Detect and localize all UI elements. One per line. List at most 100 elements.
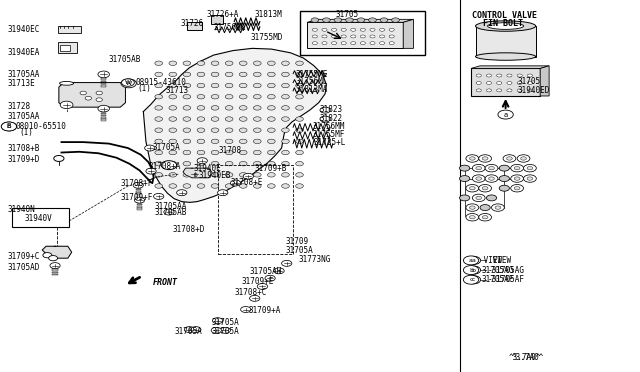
Circle shape bbox=[155, 161, 163, 166]
Text: 31940N: 31940N bbox=[8, 205, 35, 214]
Circle shape bbox=[466, 204, 479, 211]
Text: 31705A: 31705A bbox=[152, 143, 180, 152]
Circle shape bbox=[322, 28, 327, 31]
Circle shape bbox=[197, 184, 205, 188]
Text: 08915-43610: 08915-43610 bbox=[136, 78, 186, 87]
Circle shape bbox=[370, 28, 375, 31]
Bar bbox=[137, 204, 142, 205]
Circle shape bbox=[476, 81, 481, 84]
Text: b: b bbox=[469, 267, 473, 273]
Circle shape bbox=[253, 173, 261, 177]
Circle shape bbox=[489, 166, 495, 170]
Text: 31708+E: 31708+E bbox=[230, 178, 263, 187]
Circle shape bbox=[282, 61, 289, 65]
Circle shape bbox=[341, 42, 346, 45]
Circle shape bbox=[197, 94, 205, 99]
Bar bbox=[101, 115, 106, 116]
Circle shape bbox=[507, 81, 512, 84]
Circle shape bbox=[268, 94, 275, 99]
Text: B: B bbox=[6, 124, 12, 129]
Text: W: W bbox=[125, 81, 132, 86]
Bar bbox=[471, 68, 540, 96]
Text: FRONT: FRONT bbox=[152, 278, 177, 287]
Circle shape bbox=[169, 128, 177, 132]
Circle shape bbox=[169, 139, 177, 144]
Circle shape bbox=[253, 150, 261, 155]
Text: 31708+C: 31708+C bbox=[234, 288, 267, 297]
Text: 31709+E: 31709+E bbox=[242, 278, 275, 286]
Circle shape bbox=[515, 177, 520, 180]
Circle shape bbox=[527, 74, 532, 77]
Circle shape bbox=[282, 260, 292, 266]
Ellipse shape bbox=[60, 81, 74, 85]
Circle shape bbox=[499, 176, 509, 182]
Text: 31705AB: 31705AB bbox=[155, 208, 188, 217]
Circle shape bbox=[155, 173, 163, 177]
Circle shape bbox=[265, 275, 275, 281]
Text: VIEW: VIEW bbox=[479, 256, 502, 265]
Text: 31713E: 31713E bbox=[8, 79, 35, 88]
Circle shape bbox=[312, 35, 317, 38]
Circle shape bbox=[322, 42, 327, 45]
Text: -31705AG: -31705AG bbox=[488, 266, 525, 275]
Bar bbox=[211, 15, 223, 24]
Circle shape bbox=[155, 184, 163, 188]
Circle shape bbox=[225, 72, 233, 77]
Text: 31823: 31823 bbox=[320, 105, 343, 114]
Circle shape bbox=[466, 214, 479, 221]
Circle shape bbox=[211, 327, 221, 333]
Text: c: c bbox=[472, 277, 476, 282]
Circle shape bbox=[225, 117, 233, 121]
Circle shape bbox=[463, 256, 479, 265]
Circle shape bbox=[485, 175, 498, 182]
Circle shape bbox=[323, 18, 330, 22]
Text: 31705AG: 31705AG bbox=[481, 266, 514, 275]
Circle shape bbox=[311, 18, 319, 22]
Circle shape bbox=[483, 187, 488, 190]
Circle shape bbox=[467, 266, 481, 274]
Text: D: D bbox=[193, 173, 197, 178]
Circle shape bbox=[472, 194, 485, 202]
Circle shape bbox=[370, 42, 375, 45]
Circle shape bbox=[197, 61, 205, 65]
Circle shape bbox=[466, 155, 479, 162]
Circle shape bbox=[211, 128, 219, 132]
Text: 31705: 31705 bbox=[517, 77, 540, 86]
Text: 31705A: 31705A bbox=[211, 327, 239, 336]
Circle shape bbox=[218, 190, 228, 196]
Circle shape bbox=[177, 190, 187, 196]
Circle shape bbox=[282, 83, 289, 88]
Circle shape bbox=[220, 327, 230, 333]
Circle shape bbox=[503, 155, 516, 162]
Bar bbox=[136, 193, 141, 195]
Circle shape bbox=[121, 79, 136, 88]
Circle shape bbox=[312, 28, 317, 31]
Text: 31708+D: 31708+D bbox=[173, 225, 205, 234]
Text: W: W bbox=[125, 80, 131, 85]
Circle shape bbox=[527, 177, 532, 180]
Circle shape bbox=[211, 184, 219, 188]
Text: 31705AD: 31705AD bbox=[8, 263, 40, 272]
Text: 31709+F: 31709+F bbox=[120, 193, 153, 202]
Circle shape bbox=[211, 61, 219, 65]
Circle shape bbox=[169, 72, 177, 77]
Bar bbox=[101, 78, 106, 80]
Circle shape bbox=[497, 89, 502, 92]
Text: 31708: 31708 bbox=[219, 146, 242, 155]
Bar bbox=[52, 274, 58, 275]
Circle shape bbox=[241, 307, 251, 312]
Circle shape bbox=[332, 42, 337, 45]
Circle shape bbox=[211, 150, 219, 155]
Circle shape bbox=[380, 35, 385, 38]
Bar bbox=[137, 206, 142, 208]
Circle shape bbox=[470, 206, 476, 209]
Circle shape bbox=[239, 61, 247, 65]
Circle shape bbox=[476, 196, 482, 199]
Circle shape bbox=[155, 128, 163, 132]
Circle shape bbox=[239, 117, 247, 121]
Circle shape bbox=[155, 61, 163, 65]
Circle shape bbox=[250, 295, 260, 301]
Circle shape bbox=[360, 35, 365, 38]
Circle shape bbox=[489, 177, 495, 180]
Circle shape bbox=[96, 98, 102, 102]
